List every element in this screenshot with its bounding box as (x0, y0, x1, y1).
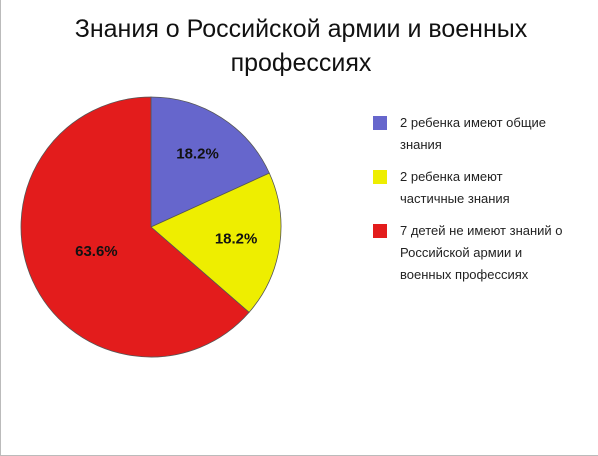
legend-label: 2 ребенка имеют частичные знания (400, 169, 510, 206)
legend-label: 7 детей не имеют знаний о Российской арм… (400, 223, 563, 282)
legend-swatch (373, 116, 387, 130)
legend-swatch (373, 224, 387, 238)
chart: 18.2% 18.2% 63.6% (20, 96, 282, 358)
legend-item: 2 ребенка имеют частичные знания (373, 166, 573, 210)
legend-item: 2 ребенка имеют общие знания (373, 112, 573, 156)
legend-item: 7 детей не имеют знаний о Российской арм… (373, 220, 573, 286)
pie-slice (150, 172, 282, 313)
legend-swatch (373, 170, 387, 184)
pie-slice (150, 96, 270, 228)
legend: 2 ребенка имеют общие знания 2 ребенка им… (373, 112, 573, 296)
data-label: 63.6% (75, 243, 118, 260)
data-label: 18.2% (176, 146, 219, 163)
chart-title: Знания о Российской армии и военных проф… (74, 15, 528, 77)
legend-label: 2 ребенка имеют общие знания (400, 115, 547, 152)
pie-slice (20, 96, 250, 358)
data-label: 18.2% (215, 230, 258, 247)
